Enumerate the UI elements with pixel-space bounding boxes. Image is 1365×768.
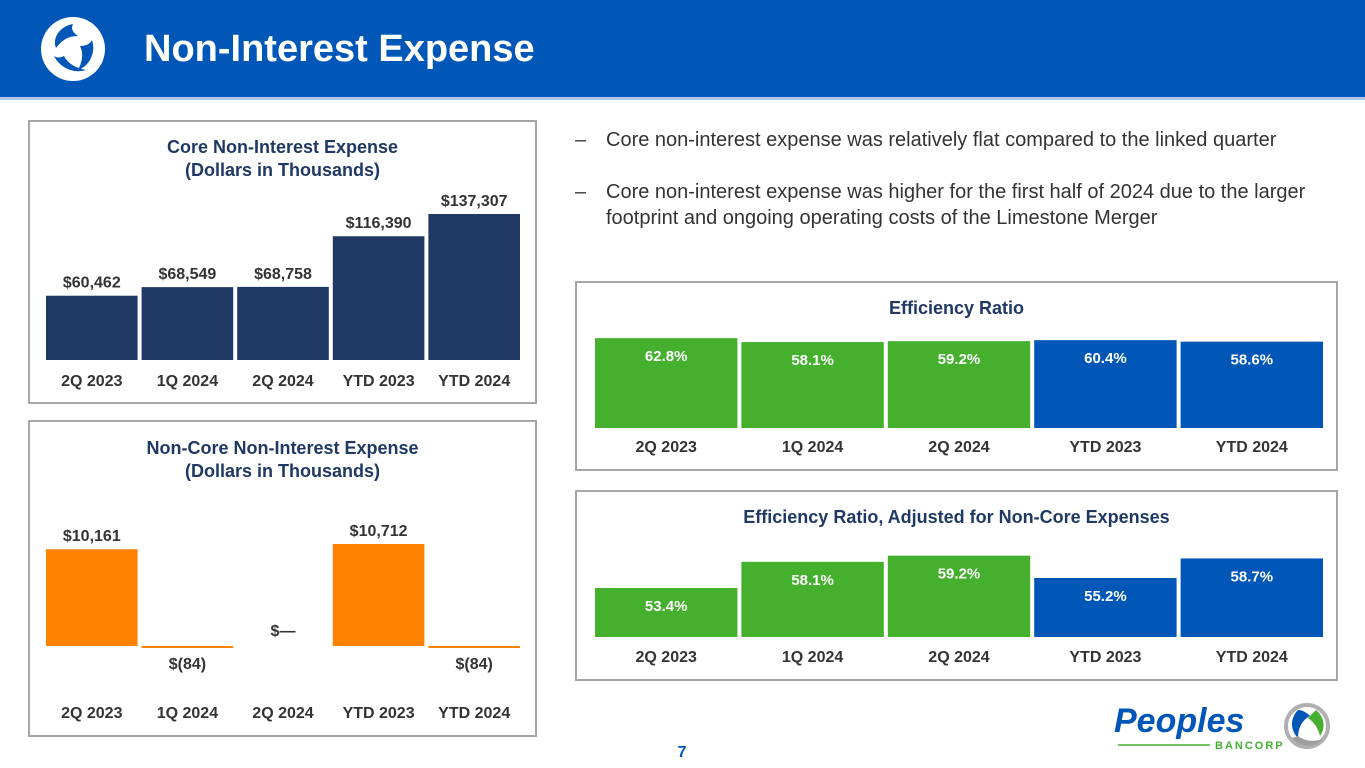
data-label: 59.2% — [938, 566, 981, 583]
category-label: 2Q 2023 — [636, 649, 697, 666]
data-label: $(84) — [456, 656, 493, 673]
bar — [332, 544, 425, 646]
bullet-text: Core non-interest expense was higher for… — [606, 181, 1306, 229]
bar — [141, 646, 234, 648]
efficiency-ratio-chart: 62.8% 2Q 2023 58.1% 1Q 2024 59.2% 2Q 2024 60.4… — [595, 338, 1323, 456]
bar — [428, 646, 520, 648]
noncore-chart-subtitle: (Dollars in Thousands) — [184, 461, 380, 481]
category-label: YTD 2024 — [1216, 439, 1288, 456]
bar — [741, 342, 884, 428]
data-label: $10,712 — [350, 523, 408, 540]
data-label: $— — [271, 623, 296, 640]
bullet-item: – Core non-interest expense was higher f… — [575, 179, 1345, 231]
category-label: YTD 2024 — [438, 705, 510, 722]
category-label: 2Q 2023 — [61, 373, 122, 390]
data-label: 58.1% — [791, 572, 834, 589]
bullet-dash: – — [575, 129, 587, 151]
category-label: YTD 2024 — [1216, 649, 1288, 666]
core-expense-panel: Core Non-Interest Expense (Dollars in Th… — [28, 120, 537, 404]
bar — [1180, 341, 1323, 428]
efficiency-chart-title: Efficiency Ratio — [888, 298, 1025, 318]
bar — [887, 555, 1031, 637]
noncore-chart-title: Non-Core Non-Interest Expense — [146, 438, 419, 458]
data-label: 59.2% — [938, 351, 981, 368]
bar — [741, 561, 884, 637]
category-label: 2Q 2023 — [636, 439, 697, 456]
data-label: 55.2% — [1084, 588, 1127, 605]
category-label: 2Q 2024 — [928, 649, 989, 666]
category-label: YTD 2023 — [1069, 649, 1141, 666]
category-label: 2Q 2024 — [252, 705, 313, 722]
category-label: 2Q 2024 — [928, 439, 989, 456]
bullet-item: – Core non-interest expense was relative… — [575, 127, 1345, 153]
header-divider — [0, 97, 1365, 100]
bar — [1034, 577, 1177, 637]
data-label: 60.4% — [1084, 350, 1127, 367]
data-label: $137,307 — [441, 193, 508, 210]
brand-name: Peoples — [1114, 702, 1244, 740]
bar — [237, 286, 329, 360]
data-label: $(84) — [169, 656, 206, 673]
category-label: 1Q 2024 — [157, 705, 218, 722]
commentary-list: – Core non-interest expense was relative… — [575, 127, 1345, 257]
category-label: 2Q 2024 — [252, 373, 313, 390]
adjusted-efficiency-panel: Efficiency Ratio, Adjusted for Non-Core … — [575, 490, 1338, 681]
data-label: $10,161 — [63, 528, 121, 545]
category-label: YTD 2024 — [438, 373, 510, 390]
category-label: 1Q 2024 — [782, 439, 843, 456]
bar — [1180, 558, 1323, 637]
peoples-swirl-logo-icon — [41, 17, 105, 81]
data-label: 53.4% — [645, 598, 688, 615]
data-label: $60,462 — [63, 275, 121, 292]
bar — [428, 214, 520, 360]
bar — [46, 295, 138, 360]
brand-sub: BANCORP — [1215, 740, 1285, 752]
bar — [887, 341, 1031, 428]
data-label: $68,758 — [254, 266, 312, 283]
noncore-expense-chart: $10,161 2Q 2023 $(84) 1Q 2024 $— 2Q 2024 $10,7… — [46, 523, 520, 722]
page-title: Non-Interest Expense — [144, 28, 535, 70]
category-label: YTD 2023 — [343, 373, 415, 390]
brand-swirl-icon — [1284, 703, 1330, 749]
adjusted-chart-title: Efficiency Ratio, Adjusted for Non-Core … — [743, 507, 1170, 527]
data-label: 58.1% — [791, 352, 834, 369]
page-number: 7 — [677, 744, 687, 761]
data-label: 58.6% — [1231, 352, 1274, 369]
bar — [332, 236, 425, 360]
data-label: $68,549 — [158, 266, 216, 283]
data-label: 58.7% — [1231, 568, 1274, 585]
peoples-bancorp-logo: Peoples BANCORP — [1114, 702, 1330, 752]
category-label: YTD 2023 — [343, 705, 415, 722]
bar — [1034, 340, 1177, 428]
data-label: $116,390 — [346, 215, 412, 232]
bar — [46, 549, 138, 646]
bullet-dash: – — [575, 181, 587, 203]
bullet-text: Core non-interest expense was relatively… — [606, 129, 1277, 151]
adjusted-efficiency-chart: 53.4% 2Q 2023 58.1% 1Q 2024 59.2% 2Q 2024 55.2… — [595, 555, 1323, 666]
noncore-expense-panel: Non-Core Non-Interest Expense (Dollars i… — [28, 420, 537, 737]
core-chart-subtitle: (Dollars in Thousands) — [184, 160, 380, 180]
bar — [595, 338, 738, 428]
header-bar — [0, 0, 1365, 97]
category-label: 1Q 2024 — [782, 649, 843, 666]
category-label: 2Q 2023 — [61, 705, 122, 722]
data-label: 62.8% — [645, 348, 688, 365]
bar — [141, 287, 234, 360]
core-chart-title: Core Non-Interest Expense — [166, 137, 399, 157]
category-label: 1Q 2024 — [157, 373, 218, 390]
category-label: YTD 2023 — [1069, 439, 1141, 456]
efficiency-ratio-panel: Efficiency Ratio 62.8% 2Q 2023 58.1% 1Q 202… — [575, 281, 1338, 471]
core-expense-chart: $60,462 2Q 2023 $68,549 1Q 2024 $68,758 2Q 20… — [46, 193, 520, 390]
bar — [595, 588, 738, 637]
